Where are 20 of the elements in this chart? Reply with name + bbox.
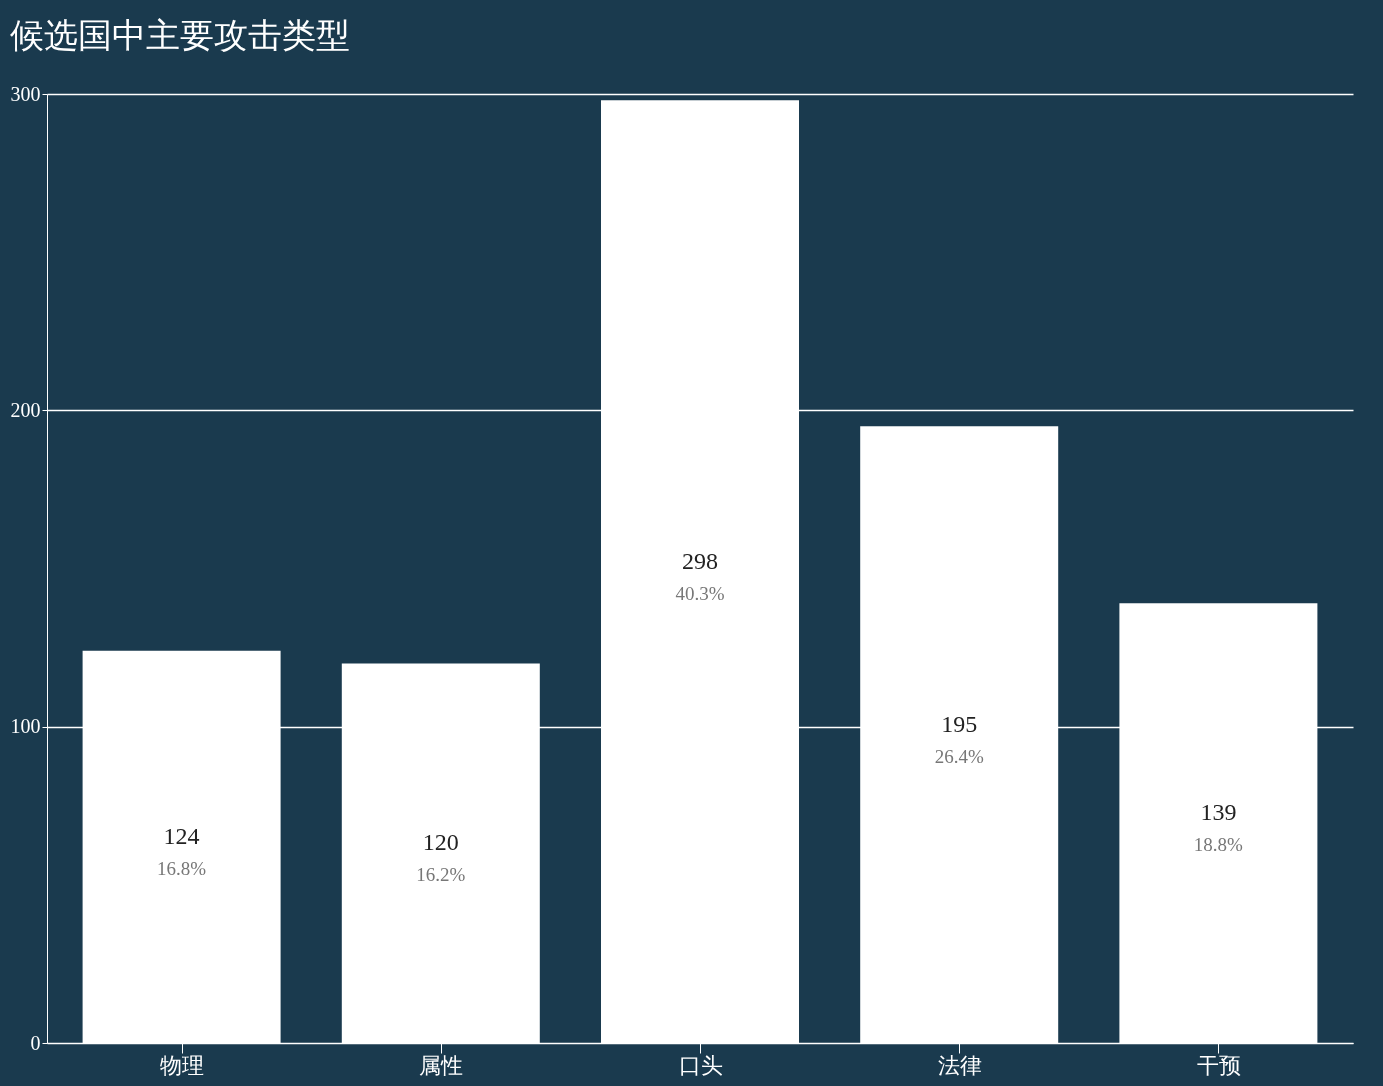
x-tick-label: 法律 — [937, 1052, 982, 1078]
x-tick-label: 物理 — [160, 1052, 205, 1078]
annotation: 16.2% — [416, 864, 466, 886]
data-label: 124 — [163, 822, 200, 849]
annotation: 18.8% — [1193, 834, 1244, 856]
y-tick-label: 200 — [10, 398, 41, 421]
chart-title: 候选国中主要攻击类型 — [10, 15, 350, 55]
data-label: 120 — [422, 829, 459, 856]
x-tick-label: 属性 — [419, 1052, 464, 1078]
annotation: 16.8% — [157, 857, 207, 879]
annotation: 40.3% — [675, 582, 725, 604]
data-label: 298 — [682, 547, 718, 574]
x-tick-label: 干预 — [1196, 1052, 1241, 1078]
y-tick-label: 0 — [30, 1031, 41, 1054]
annotation: 26.4% — [934, 745, 984, 767]
y-tick-label: 100 — [10, 715, 41, 738]
x-tick-label: 口头 — [678, 1052, 723, 1078]
y-tick-label: 300 — [10, 82, 41, 105]
data-label: 139 — [1200, 799, 1237, 826]
data-label: 195 — [941, 710, 978, 737]
